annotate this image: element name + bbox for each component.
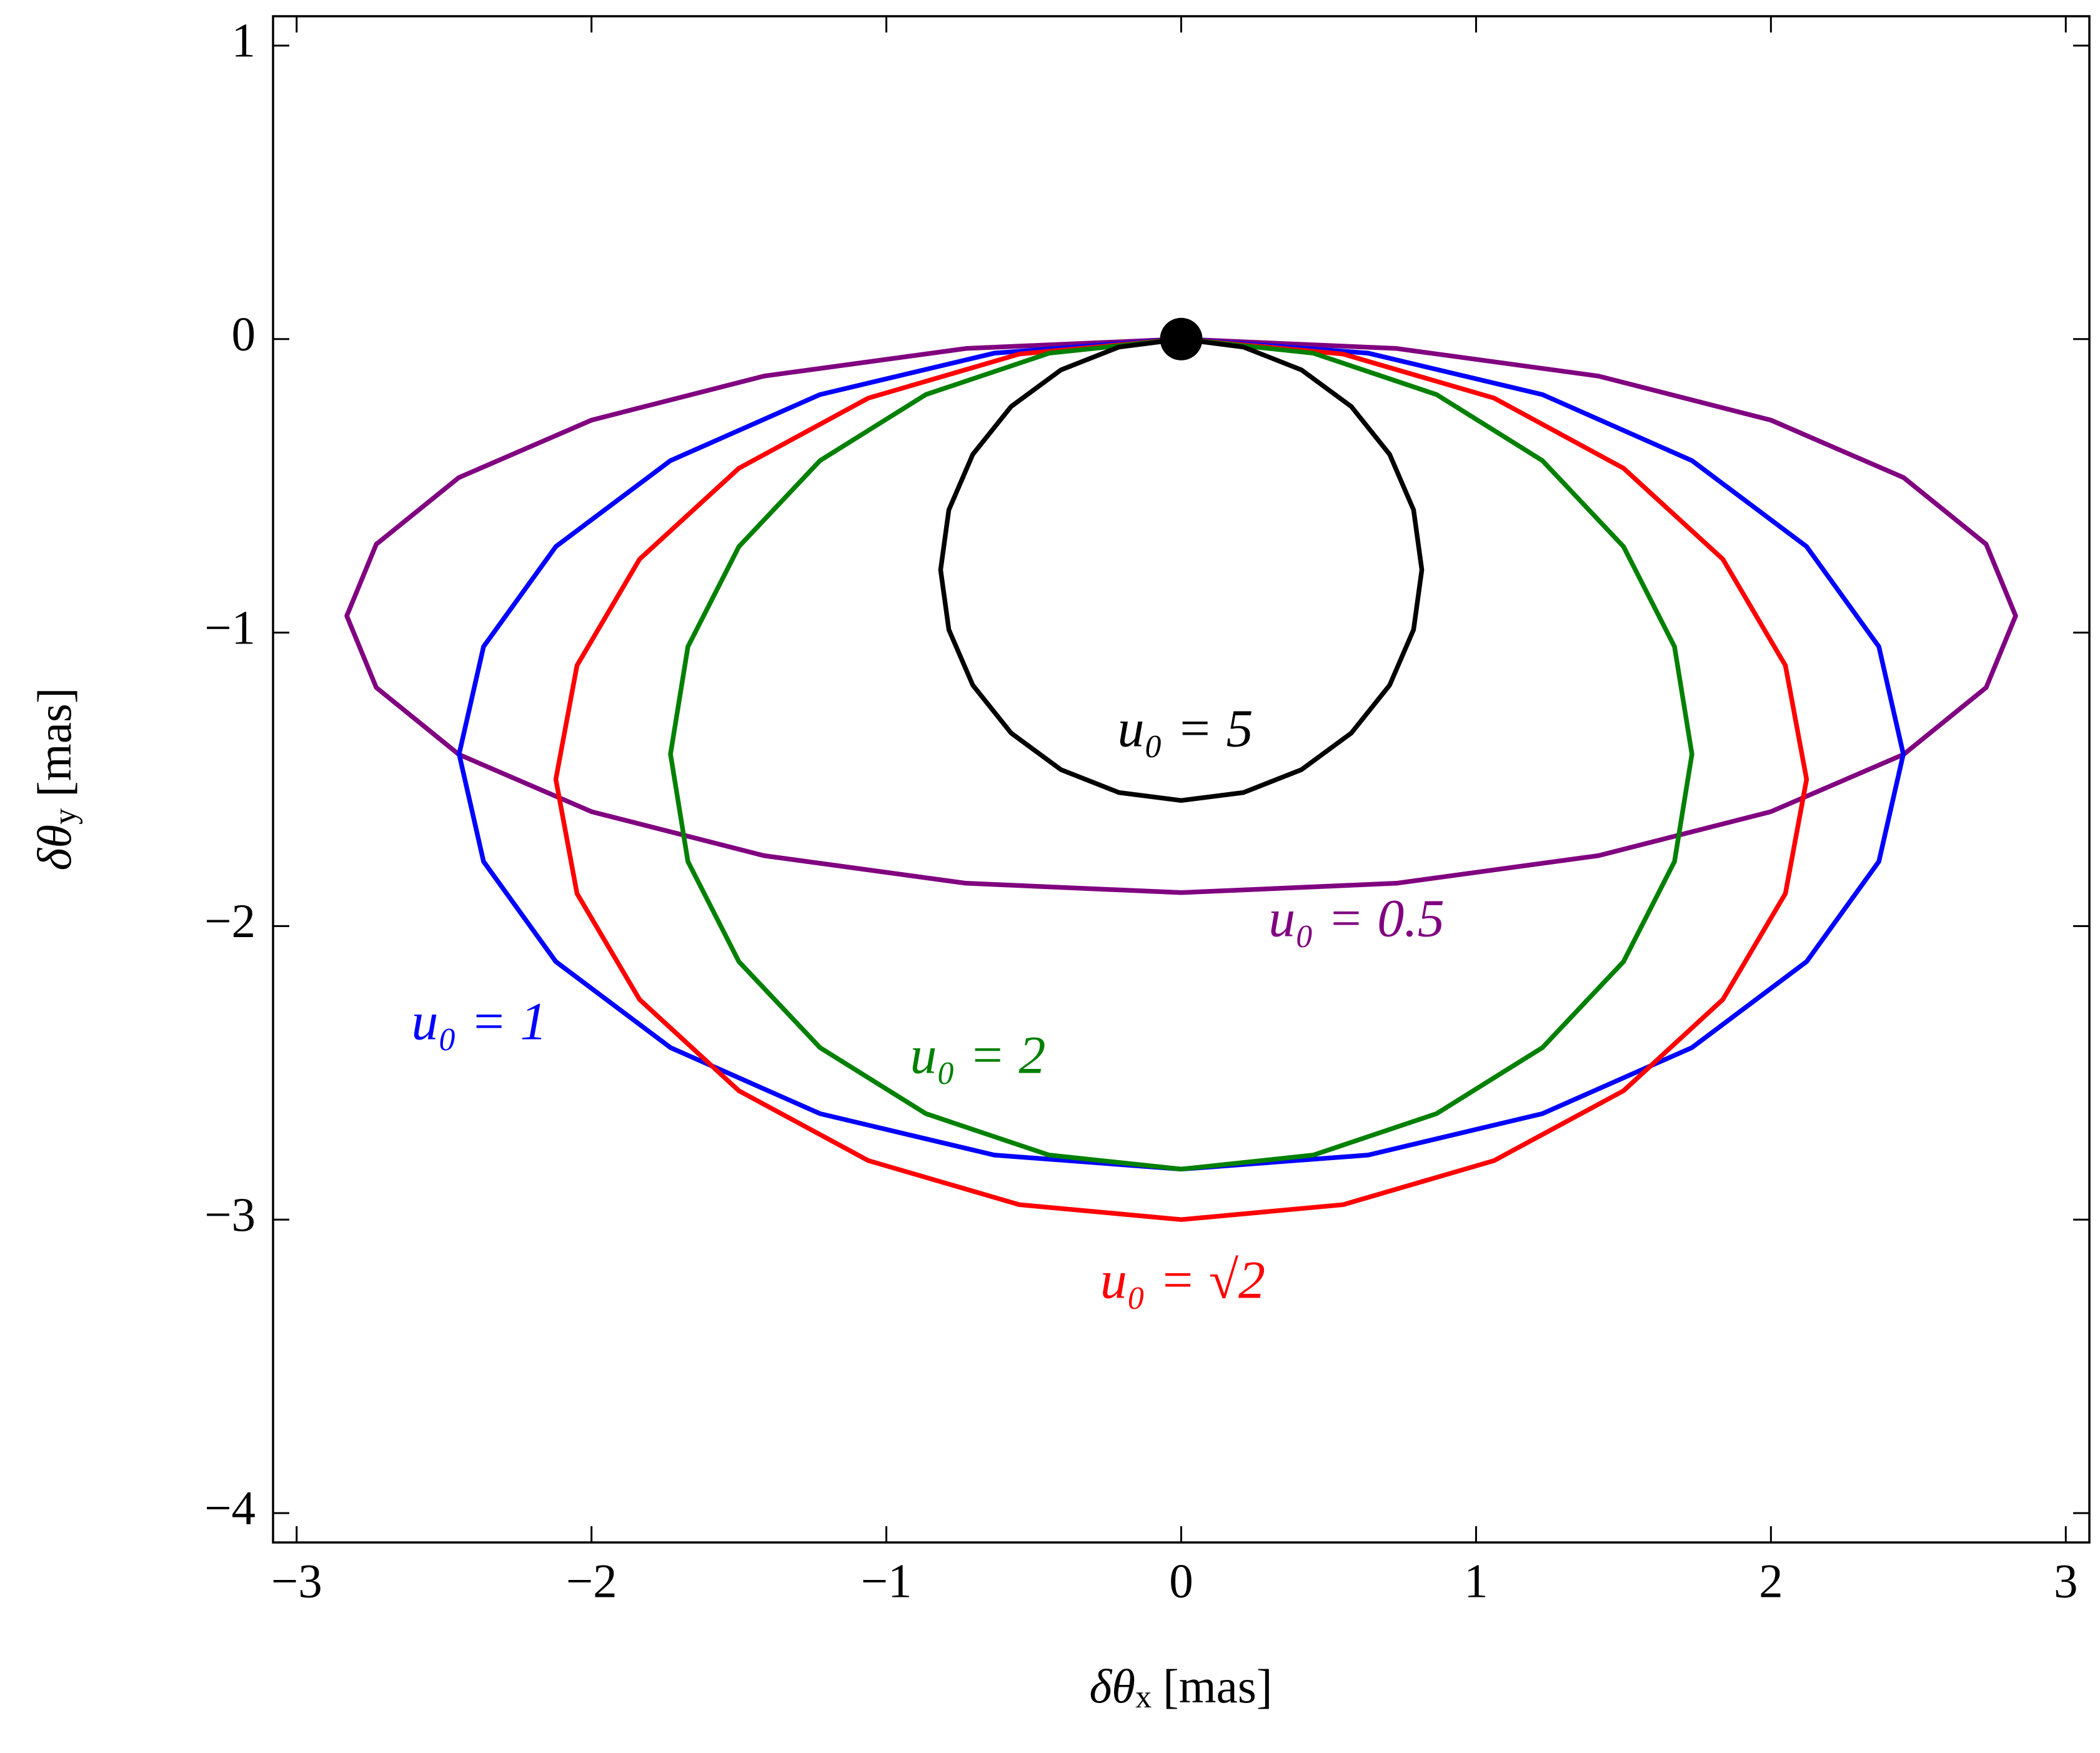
curve: [668, 337, 1694, 1172]
x-label-unit: [mas]: [1163, 1659, 1272, 1713]
curve: [553, 337, 1809, 1222]
y-tick-label: 0: [232, 307, 256, 360]
x-tick-label: −2: [566, 1554, 617, 1608]
plot-frame: [272, 15, 2091, 1544]
y-label-unit: [mas]: [27, 688, 81, 797]
y-tick-label: −4: [204, 1481, 256, 1535]
curve: [938, 337, 1425, 803]
source-point: [1160, 317, 1203, 360]
curve-label: u₀ = 2: [910, 1025, 1046, 1085]
x-tick-label: 1: [1464, 1554, 1488, 1608]
y-tick-label: −2: [204, 894, 256, 948]
curve-label: u₀ = √2: [1100, 1250, 1265, 1310]
x-tick-label: −1: [861, 1554, 912, 1608]
y-label-symbol: δθ: [27, 825, 81, 871]
x-label-sub: x: [1135, 1679, 1152, 1715]
x-tick-label: 2: [1759, 1554, 1783, 1608]
curve-label: u₀ = 0.5: [1268, 888, 1444, 948]
y-label-sub: y: [47, 808, 83, 825]
x-tick-label: 0: [1169, 1554, 1193, 1608]
x-tick-label: −3: [271, 1554, 322, 1608]
y-axis-label: δθy [mas]: [27, 688, 83, 871]
y-tick-label: −1: [204, 600, 256, 654]
curve-label: u₀ = 5: [1118, 698, 1253, 758]
y-tick-label: −3: [204, 1188, 256, 1241]
x-label-symbol: δθ: [1090, 1659, 1136, 1713]
x-axis-label: δθx [mas]: [1090, 1659, 1273, 1715]
y-tick-label: 1: [232, 14, 256, 67]
x-tick-label: 3: [2054, 1554, 2078, 1608]
curve: [344, 337, 2018, 895]
curve-label: u₀ = 1: [412, 991, 547, 1051]
